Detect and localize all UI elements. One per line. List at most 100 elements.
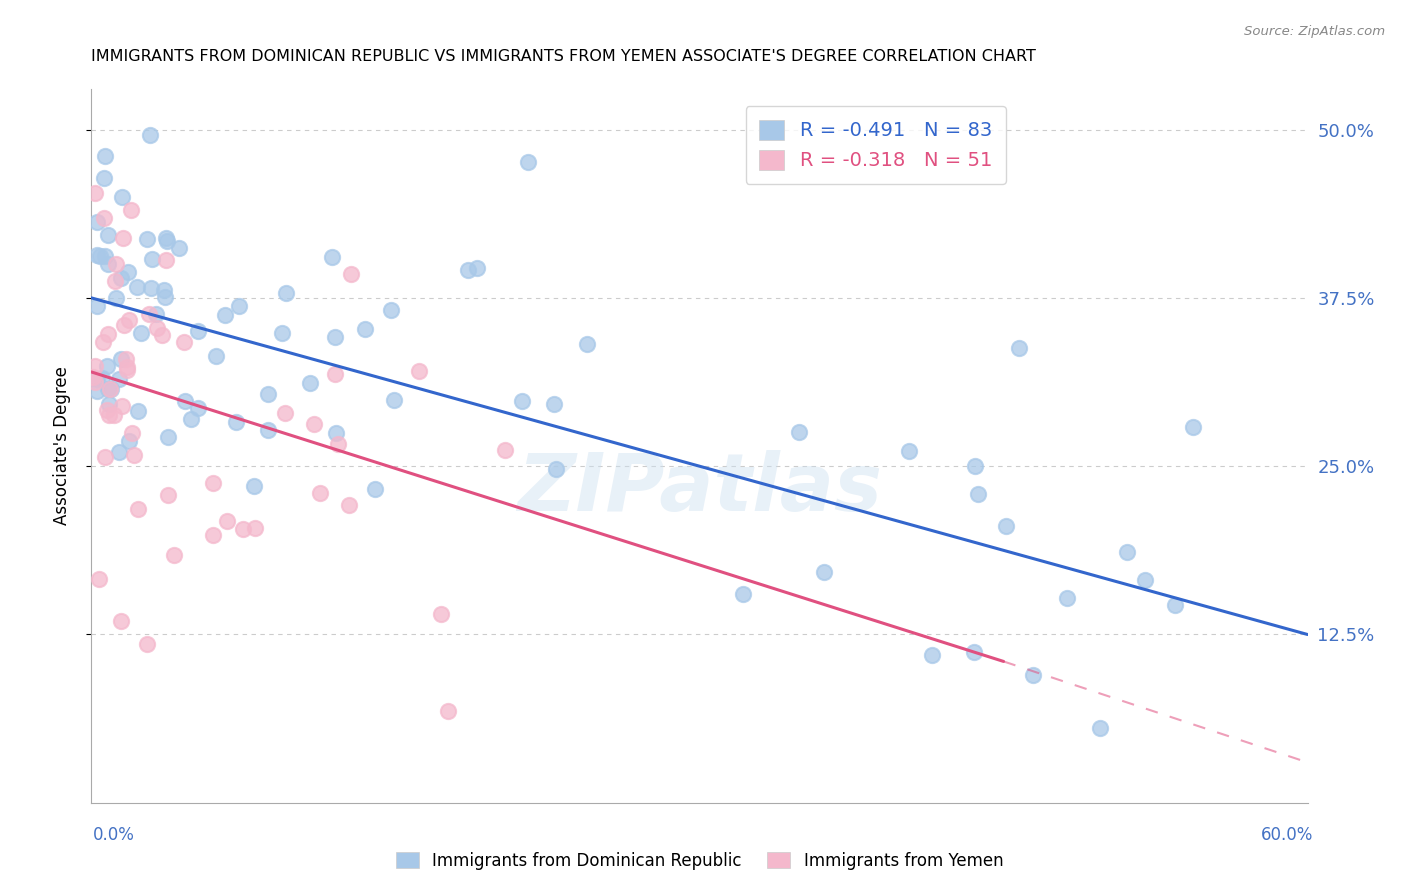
Point xyxy=(457,263,479,277)
Point xyxy=(155,253,177,268)
Point xyxy=(136,637,159,651)
Point xyxy=(225,415,247,429)
Point xyxy=(84,359,107,374)
Point xyxy=(215,515,238,529)
Point xyxy=(243,479,266,493)
Point xyxy=(100,382,122,396)
Point xyxy=(127,502,149,516)
Point xyxy=(121,425,143,440)
Text: 0.0%: 0.0% xyxy=(93,826,135,844)
Point xyxy=(813,565,835,579)
Point xyxy=(353,322,375,336)
Point xyxy=(111,190,134,204)
Point xyxy=(104,274,127,288)
Point xyxy=(202,475,225,490)
Text: ZIPatlas: ZIPatlas xyxy=(517,450,882,528)
Point xyxy=(89,248,111,262)
Point xyxy=(104,257,127,271)
Point xyxy=(129,326,152,340)
Point xyxy=(139,128,162,143)
Point xyxy=(110,271,132,285)
Point xyxy=(898,443,921,458)
Point xyxy=(437,704,460,718)
Point xyxy=(150,328,173,343)
Point xyxy=(104,291,127,305)
Point xyxy=(155,231,177,245)
Point xyxy=(274,285,297,300)
Point xyxy=(201,528,224,542)
Point xyxy=(139,281,162,295)
Point xyxy=(243,521,266,535)
Point xyxy=(103,408,125,422)
Point xyxy=(97,256,120,270)
Text: Source: ZipAtlas.com: Source: ZipAtlas.com xyxy=(1244,25,1385,38)
Point xyxy=(91,335,114,350)
Point xyxy=(187,401,209,416)
Point xyxy=(1116,545,1139,559)
Point xyxy=(173,393,195,408)
Point xyxy=(114,351,136,366)
Point xyxy=(271,326,294,341)
Point xyxy=(187,324,209,338)
Point xyxy=(173,334,195,349)
Point xyxy=(96,359,118,374)
Point xyxy=(97,382,120,396)
Point xyxy=(575,337,598,351)
Point xyxy=(141,252,163,267)
Point xyxy=(94,148,117,162)
Point xyxy=(512,393,534,408)
Point xyxy=(1164,598,1187,612)
Point xyxy=(112,318,135,333)
Point xyxy=(1088,722,1111,736)
Point xyxy=(153,283,176,297)
Point xyxy=(340,267,363,281)
Point xyxy=(115,360,138,375)
Point xyxy=(86,248,108,262)
Point xyxy=(429,607,451,621)
Legend: R = -0.491   N = 83, R = -0.318   N = 51: R = -0.491 N = 83, R = -0.318 N = 51 xyxy=(745,106,1005,184)
Point xyxy=(205,349,228,363)
Point xyxy=(180,412,202,426)
Point xyxy=(380,303,402,318)
Point xyxy=(93,211,115,226)
Point xyxy=(257,387,280,401)
Point xyxy=(408,364,430,378)
Point xyxy=(1056,591,1078,606)
Point xyxy=(108,372,131,386)
Point xyxy=(155,290,177,304)
Point xyxy=(274,406,297,420)
Point xyxy=(163,548,186,562)
Point xyxy=(228,299,250,313)
Point xyxy=(1133,573,1156,587)
Point xyxy=(83,376,105,390)
Point xyxy=(304,417,326,431)
Point xyxy=(214,308,236,322)
Point xyxy=(325,425,347,440)
Point xyxy=(1181,420,1204,434)
Point xyxy=(157,429,180,443)
Point xyxy=(93,450,115,464)
Point xyxy=(117,265,139,279)
Point xyxy=(299,376,322,391)
Point xyxy=(731,587,754,601)
Point xyxy=(97,327,120,342)
Point xyxy=(94,249,117,263)
Point xyxy=(100,382,122,396)
Point xyxy=(110,614,132,628)
Point xyxy=(328,437,350,451)
Point xyxy=(963,645,986,659)
Point xyxy=(120,203,142,218)
Point xyxy=(97,228,120,243)
Y-axis label: Associate's Degree: Associate's Degree xyxy=(52,367,70,525)
Point xyxy=(135,232,157,246)
Point xyxy=(256,423,278,437)
Point xyxy=(517,155,540,169)
Point xyxy=(157,488,180,502)
Point xyxy=(86,384,108,399)
Point xyxy=(921,648,943,662)
Point xyxy=(127,404,149,418)
Point xyxy=(382,392,405,407)
Point xyxy=(86,214,108,228)
Point xyxy=(110,352,132,367)
Point xyxy=(91,371,114,385)
